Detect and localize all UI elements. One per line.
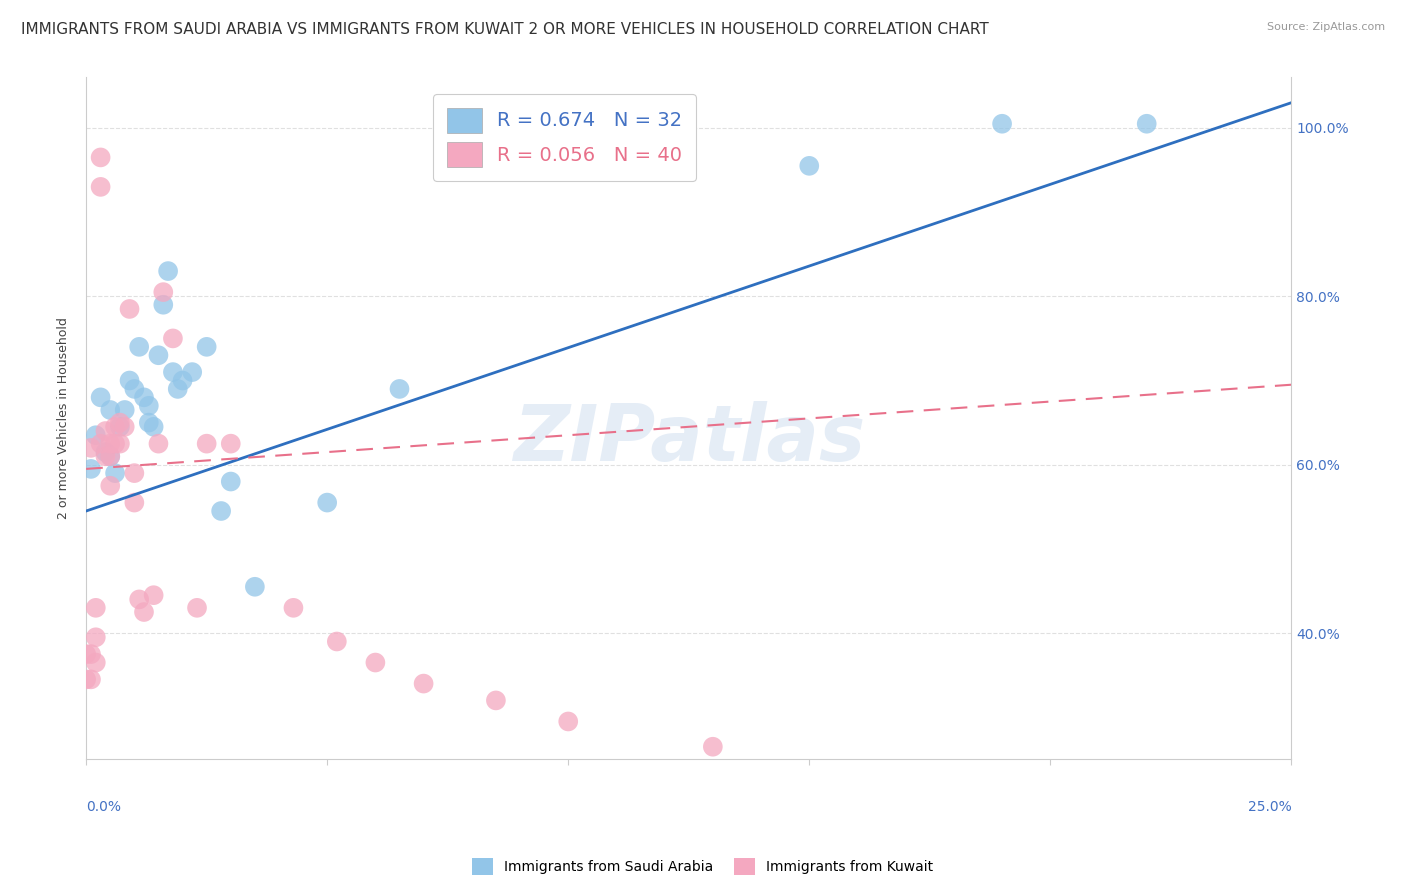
Point [166, 382, 188, 396]
Point [104, 436, 127, 450]
Point [90, 180, 112, 194]
Point [128, 340, 150, 354]
Point [104, 466, 127, 480]
Point [80, 647, 103, 661]
Point [118, 301, 141, 316]
Legend: R = 0.674   N = 32, R = 0.056   N = 40: R = 0.674 N = 32, R = 0.056 N = 40 [433, 94, 696, 181]
Point [148, 348, 170, 362]
Text: 25.0%: 25.0% [1247, 800, 1291, 814]
Point [142, 588, 165, 602]
Point [243, 580, 266, 594]
Point [219, 436, 242, 450]
Point [75, 647, 97, 661]
Point [364, 656, 387, 670]
Point [702, 739, 724, 754]
Point [128, 592, 150, 607]
Point [90, 150, 112, 164]
Point [132, 390, 155, 404]
Point [157, 264, 180, 278]
Point [84, 428, 107, 442]
Text: Source: ZipAtlas.com: Source: ZipAtlas.com [1267, 22, 1385, 32]
Point [84, 630, 107, 644]
Point [316, 495, 339, 509]
Point [132, 605, 155, 619]
Point [485, 693, 508, 707]
Point [108, 419, 131, 434]
Point [195, 340, 218, 354]
Point [124, 382, 146, 396]
Text: ZIPatlas: ZIPatlas [513, 401, 865, 477]
Point [172, 374, 194, 388]
Point [80, 462, 103, 476]
Point [80, 441, 103, 455]
Point [94, 424, 117, 438]
Point [412, 676, 434, 690]
Point [104, 419, 127, 434]
Point [84, 600, 107, 615]
Y-axis label: 2 or more Vehicles in Household: 2 or more Vehicles in Household [58, 318, 70, 519]
Point [388, 382, 411, 396]
Point [98, 479, 121, 493]
Text: IMMIGRANTS FROM SAUDI ARABIA VS IMMIGRANTS FROM KUWAIT 2 OR MORE VEHICLES IN HOU: IMMIGRANTS FROM SAUDI ARABIA VS IMMIGRAN… [21, 22, 988, 37]
Point [90, 436, 112, 450]
Point [283, 600, 305, 615]
Point [326, 634, 349, 648]
Point [98, 436, 121, 450]
Legend: Immigrants from Saudi Arabia, Immigrants from Kuwait: Immigrants from Saudi Arabia, Immigrants… [467, 853, 939, 880]
Point [84, 656, 107, 670]
Point [124, 466, 146, 480]
Point [98, 403, 121, 417]
Point [181, 365, 204, 379]
Point [557, 714, 579, 729]
Point [195, 436, 218, 450]
Point [152, 285, 174, 299]
Point [114, 403, 136, 417]
Point [108, 436, 131, 450]
Point [138, 416, 160, 430]
Text: 0.0%: 0.0% [86, 800, 121, 814]
Point [114, 419, 136, 434]
Point [90, 390, 112, 404]
Point [209, 504, 232, 518]
Point [142, 419, 165, 434]
Point [98, 450, 121, 464]
Point [80, 673, 103, 687]
Point [108, 416, 131, 430]
Point [991, 117, 1014, 131]
Point [98, 450, 121, 464]
Point [186, 600, 208, 615]
Point [148, 436, 170, 450]
Point [799, 159, 821, 173]
Point [118, 374, 141, 388]
Point [94, 445, 117, 459]
Point [124, 495, 146, 509]
Point [1136, 117, 1159, 131]
Point [162, 331, 184, 345]
Point [138, 399, 160, 413]
Point [152, 298, 174, 312]
Point [219, 475, 242, 489]
Point [75, 673, 97, 687]
Point [94, 450, 117, 464]
Point [162, 365, 184, 379]
